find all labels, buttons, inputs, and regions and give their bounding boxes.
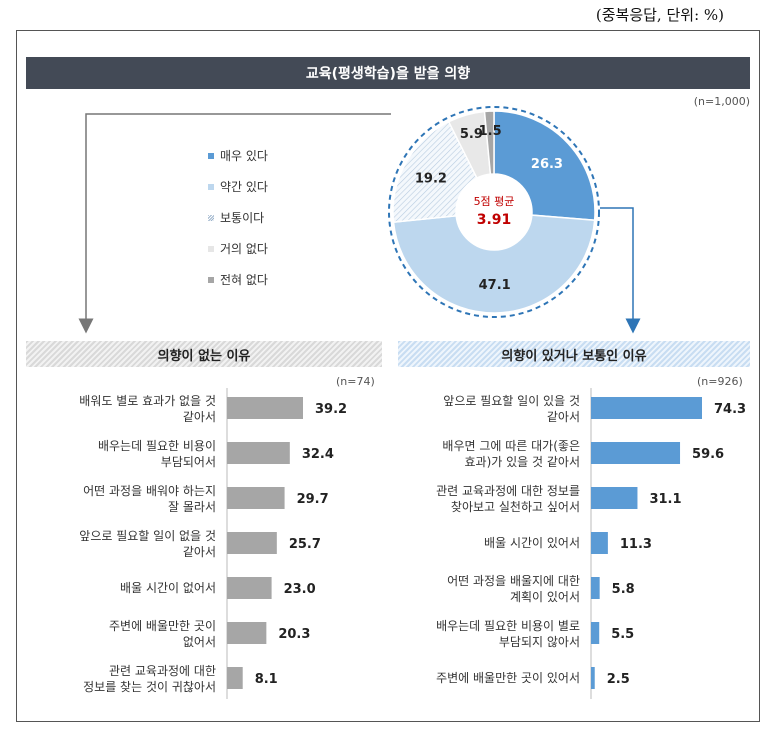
legend-swatch (208, 152, 214, 159)
bar-value-label: 59.6 (692, 447, 724, 462)
chart-title: 교육(평생학습)을 받을 의향 (26, 57, 750, 89)
donut-value-label: 19.2 (415, 171, 447, 186)
bar-value-label: 5.5 (611, 627, 634, 642)
bar-category-label: 배우는데 필요한 비용이 별로 부담되지 않아서 (436, 619, 580, 649)
bar-value-label: 5.8 (612, 582, 635, 597)
donut-value-label: 47.1 (479, 278, 511, 293)
arrow-right (600, 207, 641, 334)
bar-category-label: 관련 교육과정에 대한 정보를 찾아보고 실천하고 싶어서 (436, 484, 580, 514)
donut-value-label: 5.9 (460, 127, 483, 142)
legend-item-none: 전혀 없다 (208, 264, 268, 295)
bar (591, 487, 638, 509)
legend-label: 거의 없다 (220, 242, 268, 256)
unit-note: (중복응답, 단위: %) (595, 6, 724, 24)
bar (591, 667, 595, 689)
bar (591, 622, 600, 644)
bar (591, 532, 608, 554)
donut-slice-normal (392, 120, 478, 223)
bar-value-label: 32.4 (302, 447, 334, 462)
bar-value-label: 2.5 (607, 672, 630, 687)
bar (227, 622, 267, 644)
bar (591, 397, 702, 419)
donut-center-value: 3.91 (477, 212, 512, 228)
donut-slice-none (483, 110, 495, 175)
bar-category-label: 어떤 과정을 배워야 하는지 잘 몰라서 (83, 484, 216, 514)
bar (591, 442, 681, 464)
arrow-left (78, 113, 391, 334)
donut-slice-some (392, 214, 596, 314)
donut-outline (388, 106, 600, 318)
bar-value-label: 11.3 (620, 537, 652, 552)
legend-swatch (208, 276, 214, 283)
bar-value-label: 31.1 (649, 492, 681, 507)
chart-frame (16, 30, 760, 722)
bar-value-label: 39.2 (315, 402, 347, 417)
legend-item-normal: 보통이다 (208, 202, 268, 233)
legend-label: 약간 있다 (220, 180, 268, 194)
bar-category-label: 주변에 배울만한 곳이 있어서 (436, 671, 580, 685)
bar-value-label: 29.7 (297, 492, 329, 507)
legend-label: 보통이다 (220, 211, 265, 225)
legend-label: 전혀 없다 (220, 273, 268, 287)
legend-item-little: 거의 없다 (208, 233, 268, 264)
bar (227, 487, 285, 509)
right-panel-header: 의향이 있거나 보통인 이유 (398, 341, 750, 367)
legend-swatch (208, 245, 214, 252)
bar-value-label: 74.3 (714, 402, 746, 417)
donut-center-label: 5점 평균 (474, 195, 515, 208)
bar (227, 442, 290, 464)
sample-size-total: (n=1,000) (693, 95, 750, 108)
left-panel-header: 의향이 없는 이유 (26, 341, 382, 367)
legend-item-some: 약간 있다 (208, 171, 268, 202)
bar (227, 397, 303, 419)
donut-value-label: 26.3 (531, 157, 563, 172)
donut-slice-very (493, 110, 596, 222)
bar-value-label: 25.7 (289, 537, 321, 552)
bar-category-label: 앞으로 필요할 일이 없을 것 같아서 (79, 529, 216, 559)
bar (227, 532, 277, 554)
bar-category-label: 주변에 배울만한 곳이 없어서 (109, 619, 216, 649)
legend-swatch (208, 214, 214, 221)
bar-category-label: 배우는데 필요한 비용이 부담되어서 (98, 439, 216, 469)
bar-value-label: 8.1 (255, 672, 278, 687)
bar-category-label: 배울 시간이 없어서 (120, 581, 216, 595)
bar (227, 667, 243, 689)
legend-swatch (208, 183, 214, 190)
bar-category-label: 배우면 그에 따른 대가(좋은 효과)가 있을 것 같아서 (442, 439, 580, 469)
left-sample-size: (n=74) (336, 375, 375, 388)
legend-item-very: 매우 있다 (208, 140, 268, 171)
bar-value-label: 23.0 (284, 582, 316, 597)
bar-category-label: 배워도 별로 효과가 없을 것 같아서 (79, 394, 216, 424)
legend: 매우 있다 약간 있다 보통이다 거의 없다 전혀 없다 (208, 140, 268, 295)
bar (591, 577, 600, 599)
bar-value-label: 20.3 (278, 627, 310, 642)
bar-category-label: 어떤 과정을 배울지에 대한 계획이 있어서 (447, 574, 580, 604)
bar-category-label: 관련 교육과정에 대한 정보를 찾는 것이 귀찮아서 (83, 664, 216, 694)
donut-value-label: 1.5 (479, 124, 502, 139)
bar-category-label: 앞으로 필요할 일이 있을 것 같아서 (443, 394, 580, 424)
right-sample-size: (n=926) (697, 375, 743, 388)
legend-label: 매우 있다 (220, 149, 268, 163)
bar-category-label: 배울 시간이 있어서 (484, 536, 580, 550)
bar (227, 577, 272, 599)
